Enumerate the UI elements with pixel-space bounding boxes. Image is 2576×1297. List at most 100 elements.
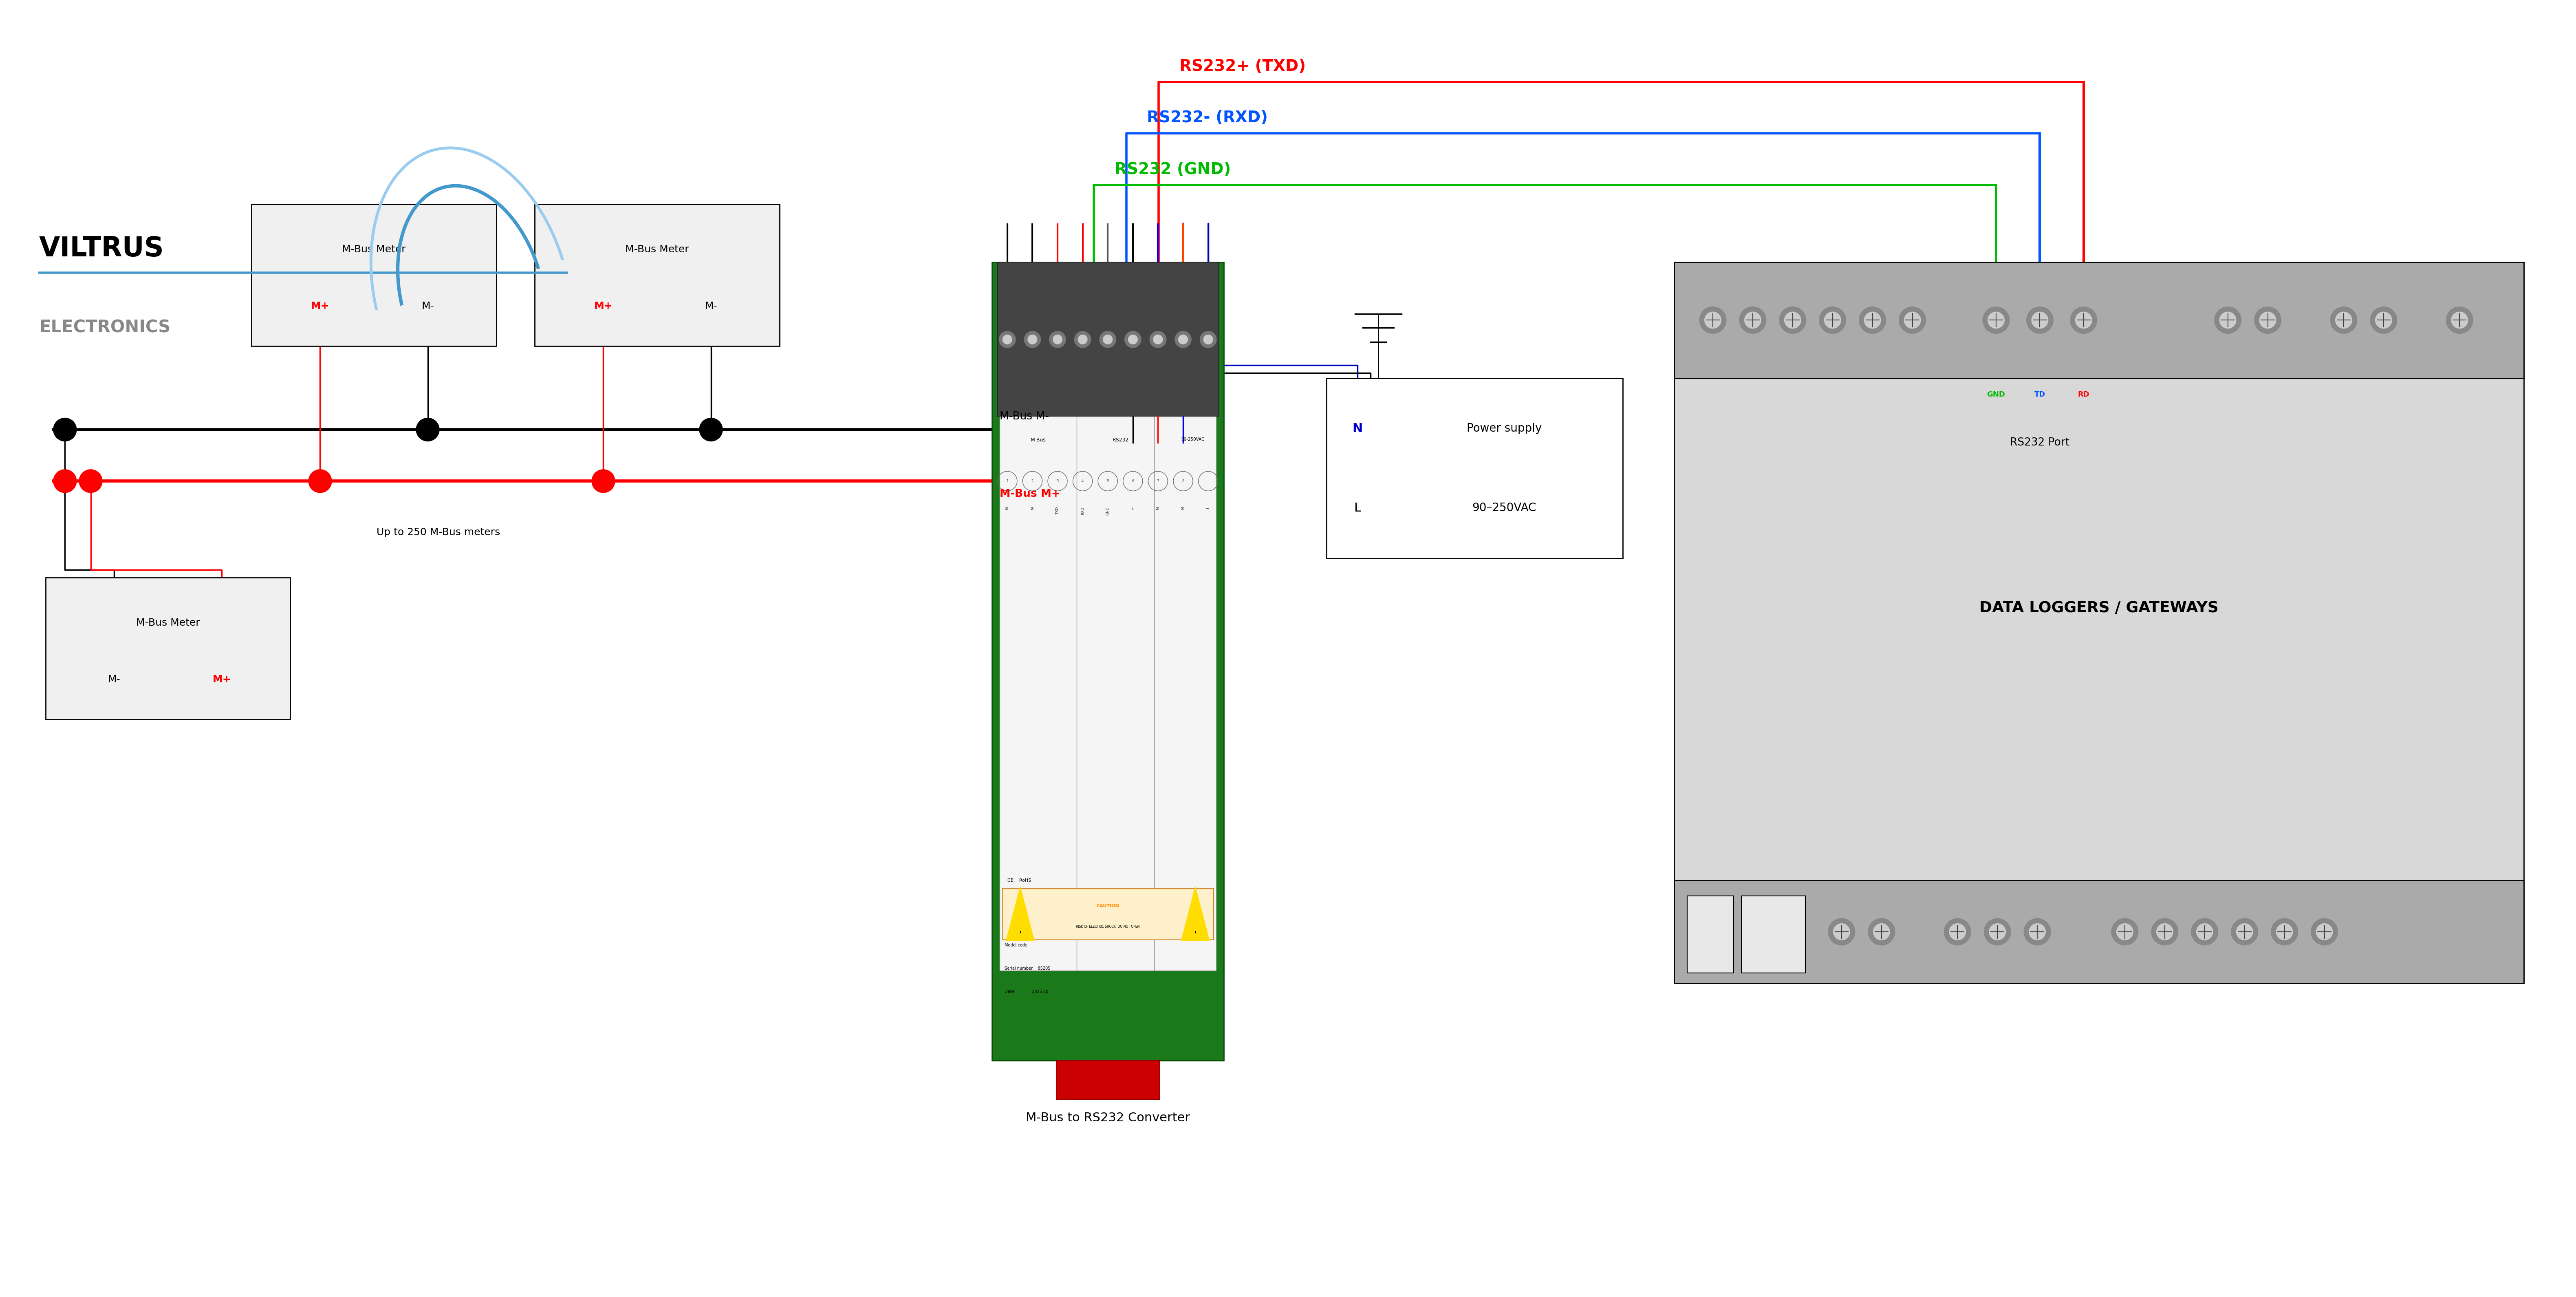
Circle shape [1177,335,1188,344]
Circle shape [2331,307,2357,333]
Circle shape [2151,918,2179,946]
Circle shape [1785,311,1801,328]
Circle shape [1989,923,2007,940]
FancyBboxPatch shape [1327,379,1623,559]
FancyBboxPatch shape [992,262,1224,1061]
Text: Up to 250 M-Bus meters: Up to 250 M-Bus meters [376,528,500,537]
Circle shape [1950,923,1965,940]
Circle shape [1048,331,1066,348]
Circle shape [2027,307,2053,333]
Text: VILTRUS: VILTRUS [39,235,165,262]
FancyBboxPatch shape [999,416,1216,970]
Circle shape [1989,311,2004,328]
Circle shape [1984,307,2009,333]
Circle shape [309,470,332,493]
Text: RISK OF ELECTRIC SHOCK  DO NOT OPEN: RISK OF ELECTRIC SHOCK DO NOT OPEN [1077,925,1139,929]
Circle shape [1175,331,1190,348]
Text: N: N [1352,423,1363,434]
Text: RS232+ (TXD): RS232+ (TXD) [1180,58,1306,74]
Text: RS232- (RXD): RS232- (RXD) [1146,110,1267,126]
Text: TD: TD [2035,390,2045,398]
Circle shape [2336,311,2352,328]
Circle shape [701,418,721,441]
Text: RD: RD [2079,390,2089,398]
Circle shape [1904,311,1922,328]
Text: M-Bus Meter: M-Bus Meter [137,619,201,628]
Circle shape [1824,311,1842,328]
Circle shape [2071,307,2097,333]
Text: M-: M- [422,301,433,311]
Polygon shape [1007,887,1036,940]
FancyBboxPatch shape [46,577,291,720]
Text: Date              2015.10: Date 2015.10 [1005,990,1048,994]
Circle shape [1126,331,1141,348]
Circle shape [1128,335,1139,344]
Circle shape [1868,918,1896,946]
Text: M-: M- [706,301,716,311]
Circle shape [2032,311,2048,328]
Circle shape [1025,331,1041,348]
Text: DATA LOGGERS / GATEWAYS: DATA LOGGERS / GATEWAYS [1978,601,2218,616]
Circle shape [1865,311,1880,328]
Circle shape [1780,307,1806,333]
Circle shape [1149,331,1167,348]
Circle shape [1002,335,1012,344]
Text: GND: GND [1105,507,1110,515]
Circle shape [1700,307,1726,333]
Circle shape [1984,918,2012,946]
Text: M+: M+ [211,674,232,685]
Polygon shape [1182,887,1211,940]
Circle shape [2236,923,2254,940]
Circle shape [2316,923,2334,940]
Circle shape [2231,918,2259,946]
FancyBboxPatch shape [997,262,1218,416]
Circle shape [2076,311,2092,328]
Text: Power supply: Power supply [1466,423,1543,434]
Circle shape [1819,307,1847,333]
Circle shape [2025,918,2050,946]
Circle shape [1834,923,1850,940]
Text: M: M [1157,507,1159,510]
Circle shape [1077,335,1087,344]
Circle shape [2452,311,2468,328]
Text: RXD: RXD [1082,507,1084,515]
Circle shape [54,470,77,493]
Text: Model code: Model code [1005,943,1028,947]
Circle shape [2112,918,2138,946]
Text: L: L [1355,502,1360,514]
Text: =: = [1131,507,1133,510]
Circle shape [2156,923,2174,940]
Text: M-Bus M+: M-Bus M+ [999,489,1061,499]
Circle shape [2447,307,2473,333]
FancyBboxPatch shape [1056,1061,1159,1099]
Text: RS232: RS232 [1113,437,1128,442]
Circle shape [2277,923,2293,940]
Circle shape [2311,918,2339,946]
Circle shape [2259,311,2277,328]
Circle shape [1899,307,1927,333]
Circle shape [2254,307,2282,333]
Circle shape [2197,923,2213,940]
Text: RS232 Port: RS232 Port [2009,437,2069,447]
Circle shape [1103,335,1113,344]
FancyBboxPatch shape [536,204,781,346]
Circle shape [1873,923,1891,940]
FancyBboxPatch shape [252,204,497,346]
Circle shape [1829,918,1855,946]
Text: TXD: TXD [1056,507,1059,515]
Text: M-: M- [108,674,121,685]
Circle shape [1203,335,1213,344]
Circle shape [1860,307,1886,333]
Text: 90-250VAC: 90-250VAC [1180,437,1206,441]
Text: M-Bus Meter: M-Bus Meter [626,245,688,254]
Circle shape [999,331,1015,348]
Text: M: M [1030,507,1036,510]
Circle shape [2370,307,2398,333]
Circle shape [1100,331,1115,348]
Circle shape [2030,923,2045,940]
Circle shape [1200,331,1216,348]
FancyBboxPatch shape [1674,881,2524,983]
FancyBboxPatch shape [1002,888,1213,939]
Circle shape [1054,335,1061,344]
Text: RS232 (GND): RS232 (GND) [1115,162,1231,178]
